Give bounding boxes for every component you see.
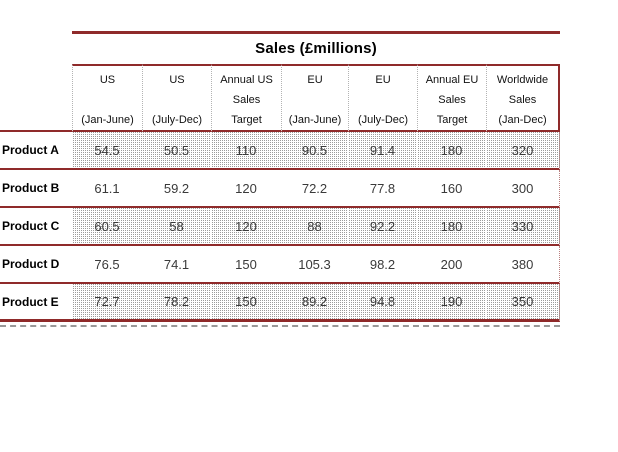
value-cell: 72.7: [72, 284, 142, 322]
value-cell: 76.5: [72, 246, 142, 284]
value-cell: 61.1: [72, 170, 142, 208]
value-cell: 300: [486, 170, 560, 208]
value-cell: 105.3: [281, 246, 348, 284]
column-header-us-july-dec: US (July-Dec): [142, 64, 211, 132]
value-cell: 88: [281, 208, 348, 246]
value-cell: 72.2: [281, 170, 348, 208]
column-header-annual-us-target: Annual US Sales Target: [211, 64, 281, 132]
value-cell: 150: [211, 246, 281, 284]
value-cell: 180: [417, 132, 486, 170]
value-cell: 150: [211, 284, 281, 322]
value-cell: 330: [486, 208, 560, 246]
value-cell: 59.2: [142, 170, 211, 208]
value-cell: 78.2: [142, 284, 211, 322]
value-cell: 74.1: [142, 246, 211, 284]
value-cell: 120: [211, 170, 281, 208]
value-cell: 98.2: [348, 246, 417, 284]
bottom-dashed-rule: [0, 325, 560, 327]
value-cell: 120: [211, 208, 281, 246]
value-cell: 60.5: [72, 208, 142, 246]
corner-cell: [0, 64, 72, 132]
value-cell: 380: [486, 246, 560, 284]
row-label: Product B: [0, 170, 72, 208]
value-cell: 50.5: [142, 132, 211, 170]
row-label: Product E: [0, 284, 72, 322]
row-label: Product C: [0, 208, 72, 246]
value-cell: 92.2: [348, 208, 417, 246]
value-cell: 58: [142, 208, 211, 246]
value-cell: 180: [417, 208, 486, 246]
value-cell: 160: [417, 170, 486, 208]
value-cell: 110: [211, 132, 281, 170]
column-header-us-jan-june: US (Jan-June): [72, 64, 142, 132]
value-cell: 320: [486, 132, 560, 170]
column-header-eu-jan-june: EU (Jan-June): [281, 64, 348, 132]
top-rule-divider: [72, 31, 560, 34]
column-header-eu-july-dec: EU (July-Dec): [348, 64, 417, 132]
sales-table: US (Jan-June) US (July-Dec) Annual US Sa…: [0, 64, 560, 322]
column-header-worldwide-sales: Worldwide Sales (Jan-Dec): [486, 64, 560, 132]
value-cell: 190: [417, 284, 486, 322]
column-header-annual-eu-target: Annual EU Sales Target: [417, 64, 486, 132]
value-cell: 350: [486, 284, 560, 322]
value-cell: 90.5: [281, 132, 348, 170]
value-cell: 91.4: [348, 132, 417, 170]
value-cell: 94.8: [348, 284, 417, 322]
row-label: Product A: [0, 132, 72, 170]
value-cell: 77.8: [348, 170, 417, 208]
table-title: Sales (£millions): [255, 40, 377, 57]
value-cell: 54.5: [72, 132, 142, 170]
row-label: Product D: [0, 246, 72, 284]
value-cell: 200: [417, 246, 486, 284]
value-cell: 89.2: [281, 284, 348, 322]
